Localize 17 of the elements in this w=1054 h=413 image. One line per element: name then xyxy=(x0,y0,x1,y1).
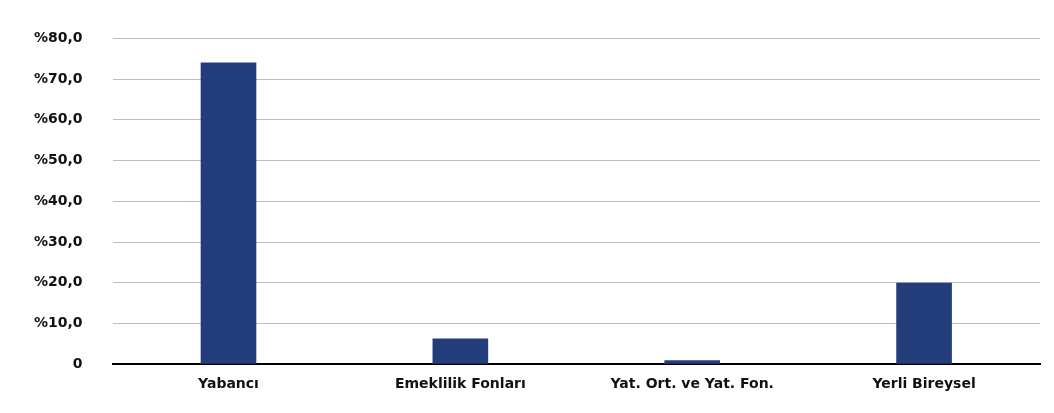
x-tick-label: Yat. Ort. ve Yat. Fon. xyxy=(609,375,774,392)
y-tick-label: %10,0 xyxy=(33,314,83,331)
bar xyxy=(432,338,489,364)
bar xyxy=(664,360,721,364)
bar xyxy=(896,282,952,364)
bar xyxy=(200,62,257,364)
y-tick-label: %60,0 xyxy=(33,110,83,127)
y-tick-label: %70,0 xyxy=(33,69,83,86)
y-tick-label: %40,0 xyxy=(33,191,83,208)
x-tick-label: Yabancı xyxy=(197,375,259,392)
x-tick-label: Emeklilik Fonları xyxy=(394,375,526,392)
y-tick-label: %20,0 xyxy=(33,273,83,290)
y-tick-label: %80,0 xyxy=(33,29,83,46)
x-tick-label: Yerli Bireysel xyxy=(871,375,976,392)
y-tick-label: %30,0 xyxy=(33,232,83,249)
y-tick-label: %50,0 xyxy=(33,151,83,168)
y-tick-label: 0 xyxy=(72,354,83,371)
